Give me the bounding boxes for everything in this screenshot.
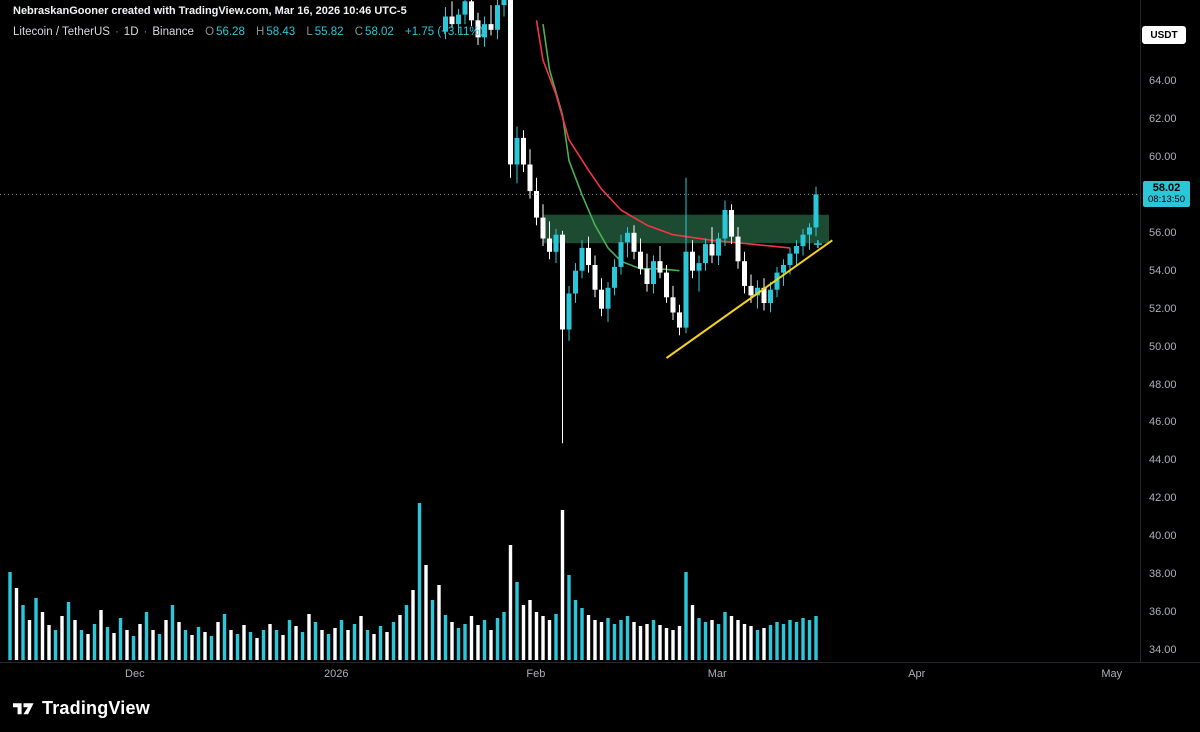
time-axis[interactable]: Dec 2026 Feb Mar Apr May xyxy=(0,662,1200,684)
low-letter: L xyxy=(306,26,313,38)
last-price-badge: 58.02 08:13:50 xyxy=(1143,181,1190,208)
interval-label[interactable]: 1D xyxy=(123,26,139,38)
price-tick-label: 42.00 xyxy=(1149,492,1177,505)
open-value: 56.28 xyxy=(216,26,245,38)
attribution-text: NebraskanGooner created with TradingView… xyxy=(13,5,407,17)
high-value: 58.43 xyxy=(266,26,296,38)
separator-dot: · xyxy=(114,26,119,38)
price-tick-label: 46.00 xyxy=(1149,416,1177,429)
time-tick-label: Feb xyxy=(526,668,546,680)
price-tick-label: 44.00 xyxy=(1149,454,1177,467)
time-tick-label: Mar xyxy=(707,668,727,680)
ma-slow-line xyxy=(535,20,791,249)
volume-bars xyxy=(8,503,818,660)
time-tick-label: 2026 xyxy=(324,668,349,680)
price-tick-label: 34.00 xyxy=(1149,644,1177,657)
bar-countdown: 08:13:50 xyxy=(1148,194,1185,206)
drawing-anchor-icon xyxy=(813,240,822,249)
brand-wordmark[interactable]: TradingView xyxy=(42,697,150,718)
open-letter: O xyxy=(205,26,215,38)
price-tick-label: 40.00 xyxy=(1149,530,1177,543)
exchange-label: Binance xyxy=(152,26,194,38)
price-tick-label: 36.00 xyxy=(1149,606,1177,619)
price-tick-label: 48.00 xyxy=(1149,378,1177,391)
last-price-value: 58.02 xyxy=(1152,182,1181,195)
price-tick-label: 38.00 xyxy=(1149,568,1177,581)
symbol-name[interactable]: Litecoin / TetherUS xyxy=(13,26,110,38)
price-tick-label: 52.00 xyxy=(1149,302,1177,315)
time-tick-label: May xyxy=(1101,668,1123,680)
price-tick-label: 64.00 xyxy=(1149,75,1177,87)
separator-dot: · xyxy=(143,26,148,38)
currency-unit-button[interactable]: USDT xyxy=(1142,26,1186,44)
high-letter: H xyxy=(256,26,265,38)
price-chart-canvas[interactable] xyxy=(0,0,1140,662)
low-value: 55.82 xyxy=(314,26,344,38)
tradingview-logo-icon[interactable] xyxy=(12,697,35,720)
change-value: +1.75 (+3.11%) xyxy=(405,26,484,38)
chart-svg[interactable] xyxy=(0,0,1140,662)
price-tick-label: 56.00 xyxy=(1149,226,1177,239)
price-axis[interactable]: 58.02 08:13:50 64.0062.0060.0058.0056.00… xyxy=(1140,0,1200,662)
price-tick-label: 60.00 xyxy=(1149,150,1177,163)
trendline xyxy=(665,239,833,359)
time-tick-label: Dec xyxy=(125,668,145,680)
price-tick-label: 50.00 xyxy=(1149,340,1177,353)
close-letter: C xyxy=(354,26,364,38)
price-tick-label: 54.00 xyxy=(1149,264,1177,277)
footer-bar: TradingView xyxy=(0,684,1200,732)
time-tick-label: Apr xyxy=(908,668,926,680)
price-tick-label: 62.00 xyxy=(1149,112,1177,125)
close-value: 58.02 xyxy=(365,26,394,38)
